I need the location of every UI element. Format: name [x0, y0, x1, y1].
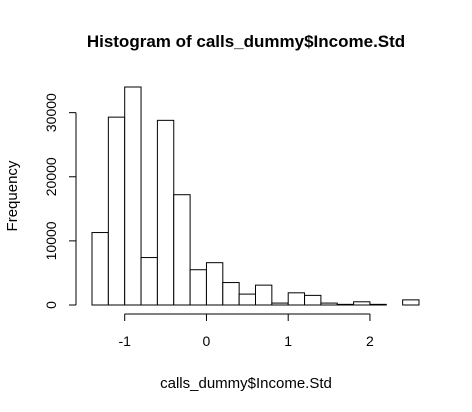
histogram-bar — [320, 302, 338, 306]
y-tick-label: 10000 — [43, 221, 59, 260]
histogram-bar — [287, 292, 306, 306]
x-axis: -1 0 1 2 — [118, 313, 374, 349]
y-tick-label: 0 — [43, 301, 59, 309]
histogram-bar — [255, 284, 273, 306]
y-axis-label: Frequency — [4, 160, 21, 231]
histogram-bar — [304, 294, 322, 306]
y-axis: 0 10000 20000 30000 — [43, 93, 77, 309]
histogram-bar — [124, 86, 142, 306]
x-axis-label: calls_dummy$Income.Std — [160, 375, 332, 392]
histogram-bar — [140, 257, 158, 306]
histogram-bar — [353, 301, 371, 306]
histogram-bar — [107, 116, 126, 306]
histogram-bar — [205, 262, 224, 306]
x-tick-label: 2 — [366, 333, 374, 349]
histogram-bar — [336, 303, 355, 306]
histogram-bar — [271, 302, 289, 306]
y-tick-label: 20000 — [43, 157, 59, 196]
x-tick-label: -1 — [118, 333, 131, 349]
histogram-bar — [189, 269, 207, 306]
y-tick-label: 30000 — [43, 93, 59, 132]
histogram-bar — [238, 293, 256, 306]
histogram-bars — [91, 86, 420, 306]
histogram-bar — [173, 194, 191, 306]
chart-title: Histogram of calls_dummy$Income.Std — [87, 32, 405, 51]
histogram-bar — [91, 232, 109, 306]
histogram-bar — [402, 299, 420, 306]
x-tick-label: 0 — [203, 333, 211, 349]
histogram-bar — [222, 282, 240, 306]
x-tick-label: 1 — [284, 333, 292, 349]
histogram-bar — [369, 303, 387, 306]
histogram-bar — [156, 119, 175, 306]
